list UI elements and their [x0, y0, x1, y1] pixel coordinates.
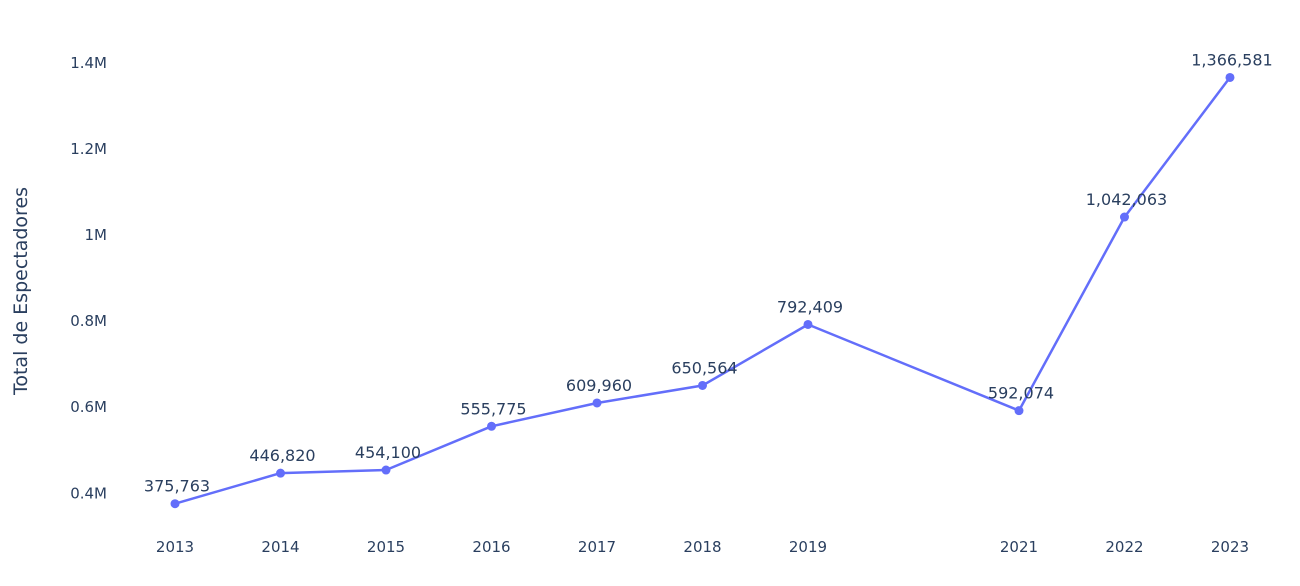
- x-tick-label: 2013: [156, 538, 194, 556]
- data-label: 650,564: [671, 358, 737, 377]
- x-axis-ticks: 2013 2014 2015 2016 2017 2018 2019 2021 2022 2023: [156, 538, 1249, 556]
- x-tick-label: 2014: [261, 538, 299, 556]
- x-tick-label: 2021: [1000, 538, 1038, 556]
- data-label: 1,042,063: [1086, 190, 1167, 209]
- x-tick-label: 2018: [683, 538, 721, 556]
- data-point[interactable]: [1014, 406, 1024, 416]
- data-point[interactable]: [276, 468, 286, 478]
- x-tick-label: 2019: [789, 538, 827, 556]
- data-point[interactable]: [381, 465, 391, 475]
- x-tick-label: 2017: [578, 538, 616, 556]
- data-label: 454,100: [355, 443, 421, 462]
- series-line: [174, 76, 1231, 505]
- data-point[interactable]: [1225, 72, 1235, 82]
- data-point[interactable]: [170, 499, 180, 509]
- y-tick-label: 1.4M: [70, 54, 107, 72]
- x-tick-label: 2015: [367, 538, 405, 556]
- y-tick-label: 1.2M: [70, 140, 107, 158]
- data-label: 375,763: [144, 477, 210, 496]
- data-point[interactable]: [698, 380, 707, 390]
- y-tick-label: 0.6M: [70, 398, 107, 416]
- data-label: 1,366,581: [1191, 50, 1272, 69]
- y-tick-label: 0.8M: [70, 312, 107, 330]
- data-labels: 375,763 446,820 454,100 555,775 609,960 650,5…: [144, 50, 1273, 495]
- data-point[interactable]: [1119, 212, 1129, 222]
- data-label: 555,775: [460, 399, 526, 418]
- y-axis-title: Total de Espectadores: [10, 187, 32, 396]
- data-point[interactable]: [592, 398, 602, 408]
- y-tick-label: 1M: [85, 226, 108, 244]
- data-label: 592,074: [988, 384, 1054, 403]
- y-axis-ticks: 0.4M 0.6M 0.8M 1M 1.2M 1.4M: [70, 54, 107, 502]
- data-point[interactable]: [803, 319, 813, 329]
- x-tick-label: 2016: [472, 538, 510, 556]
- series-viewers: [170, 72, 1235, 509]
- x-tick-label: 2022: [1105, 538, 1143, 556]
- data-point[interactable]: [487, 421, 497, 431]
- y-tick-label: 0.4M: [70, 484, 107, 502]
- data-label: 792,409: [777, 297, 843, 316]
- x-tick-label: 2023: [1211, 538, 1249, 556]
- data-label: 609,960: [566, 376, 632, 395]
- data-label: 446,820: [249, 446, 315, 465]
